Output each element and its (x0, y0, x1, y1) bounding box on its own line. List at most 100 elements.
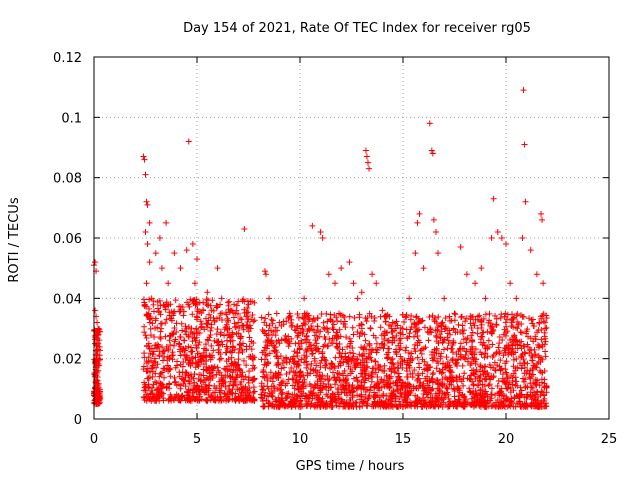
data-point (329, 369, 336, 376)
data-point (166, 381, 173, 388)
data-point (243, 346, 250, 353)
data-point (140, 393, 147, 400)
data-point (390, 334, 397, 341)
data-point (297, 374, 304, 381)
data-point (235, 394, 242, 401)
data-point (414, 327, 421, 334)
data-point (368, 357, 375, 364)
data-point (325, 387, 332, 394)
data-point (438, 328, 445, 335)
data-point (339, 312, 346, 319)
data-point (145, 375, 152, 382)
data-point (401, 318, 408, 325)
data-point (524, 360, 531, 367)
data-point (302, 347, 309, 354)
data-point (367, 384, 374, 391)
data-point (141, 379, 148, 386)
data-point (221, 332, 228, 339)
data-point (328, 403, 335, 410)
data-point (218, 295, 225, 302)
data-point (371, 398, 378, 405)
data-point (141, 299, 148, 306)
data-point (259, 403, 266, 410)
data-point (493, 322, 500, 329)
data-point (527, 375, 534, 382)
data-point (346, 259, 353, 266)
y-tick-label: 0.04 (53, 292, 82, 307)
data-point (342, 324, 349, 331)
data-point (342, 403, 349, 410)
data-point (464, 335, 471, 342)
data-point (96, 352, 103, 359)
data-point (538, 315, 545, 322)
data-point (362, 147, 369, 154)
data-point (276, 381, 283, 388)
data-point (503, 342, 510, 349)
data-point (460, 330, 467, 337)
data-point (412, 392, 419, 399)
data-point (240, 326, 247, 333)
data-point (497, 389, 504, 396)
data-point (242, 373, 249, 380)
data-point (183, 331, 190, 338)
data-point (319, 384, 326, 391)
data-point (470, 388, 477, 395)
data-point (96, 328, 103, 335)
data-point (376, 387, 383, 394)
data-point (380, 345, 387, 352)
data-point (236, 341, 243, 348)
data-point (374, 379, 381, 386)
data-point (184, 389, 191, 396)
data-point (542, 335, 549, 342)
data-point (416, 364, 423, 371)
data-point (407, 401, 414, 408)
data-point (141, 156, 148, 163)
data-point (497, 399, 504, 406)
data-point (234, 374, 241, 381)
data-points (91, 87, 550, 410)
data-point (232, 310, 239, 317)
data-point (248, 316, 255, 323)
data-point (503, 358, 510, 365)
data-point (446, 367, 453, 374)
data-point (504, 328, 511, 335)
data-point (193, 334, 200, 341)
data-point (494, 228, 501, 235)
data-point (509, 315, 516, 322)
data-point (519, 362, 526, 369)
data-point (194, 358, 201, 365)
data-point (497, 314, 504, 321)
data-point (461, 354, 468, 361)
data-point (346, 313, 353, 320)
data-point (246, 334, 253, 341)
data-point (412, 341, 419, 348)
data-point (305, 325, 312, 332)
data-point (320, 403, 327, 410)
y-tick-label: 0.12 (53, 51, 82, 66)
data-point (322, 342, 329, 349)
data-point (144, 241, 151, 248)
data-point (151, 355, 158, 362)
data-point (372, 346, 379, 353)
data-point (456, 389, 463, 396)
data-point (393, 346, 400, 353)
data-point (422, 401, 429, 408)
data-point (292, 327, 299, 334)
data-point (538, 369, 545, 376)
data-point (397, 403, 404, 410)
data-point (294, 350, 301, 357)
data-point (185, 138, 192, 145)
data-point (302, 315, 309, 322)
data-point (463, 271, 470, 278)
data-point (182, 328, 189, 335)
data-point (306, 381, 313, 388)
data-point (486, 381, 493, 388)
data-point (401, 389, 408, 396)
data-point (93, 336, 100, 343)
data-point (310, 315, 317, 322)
data-point (495, 377, 502, 384)
data-point (153, 364, 160, 371)
data-point (489, 354, 496, 361)
data-point (260, 387, 267, 394)
data-point (179, 327, 186, 334)
